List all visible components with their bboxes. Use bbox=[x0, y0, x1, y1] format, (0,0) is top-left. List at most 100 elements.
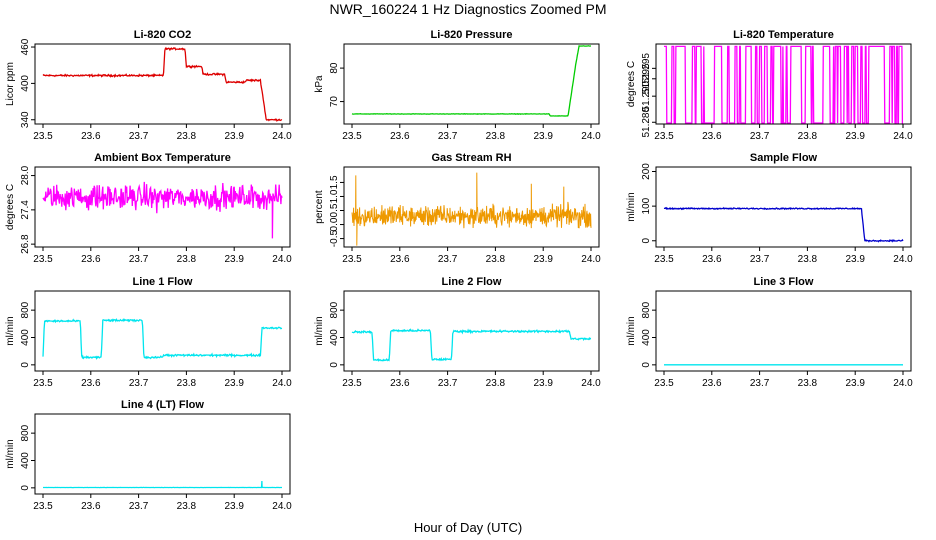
panel-line-2-flow-y-label: ml/min bbox=[314, 316, 325, 345]
panel-li-820-temperature-x-tick-label: 23.9 bbox=[845, 131, 865, 142]
panel-sample-flow: Sample Flow 23.5 23.6 23.7 23.8 23.9 24.0 0 100 2… bbox=[626, 152, 913, 265]
panel-line-2-flow-x-tick-label: 23.9 bbox=[533, 378, 553, 389]
panel-line-4-lt-flow-y-tick-label: 800 bbox=[20, 424, 31, 441]
panel-li-820-temperature-x-tick-label: 23.8 bbox=[798, 131, 818, 142]
panel-li-820-pressure-y-tick-label: 80 bbox=[329, 62, 340, 74]
panel-ambient-box-temperature-y-tick-label: 26.8 bbox=[20, 234, 31, 254]
panel-sample-flow-frame bbox=[655, 166, 912, 248]
panel-line-2-flow-y-tick-label: 0 bbox=[329, 362, 340, 368]
panel-ambient-box-temperature-y-tick-label: 27.4 bbox=[20, 200, 31, 220]
panel-line-4-lt-flow-y-label: ml/min bbox=[5, 439, 16, 468]
panel-li-820-pressure-y-tick-label: 70 bbox=[329, 96, 340, 108]
panel-line-1-flow: Line 1 Flow 23.5 23.6 23.7 23.8 23.9 24.0 0 400 8… bbox=[5, 276, 292, 389]
panel-li-820-co2-title: Li-820 CO2 bbox=[134, 29, 191, 41]
panel-line-3-flow-x-tick-label: 23.5 bbox=[654, 378, 674, 389]
panel-li-820-temperature-frame bbox=[655, 43, 912, 125]
panel-gas-stream-rh-x-tick-label: 24.0 bbox=[581, 254, 601, 265]
panel-gas-stream-rh: Gas Stream RH 23.5 23.6 23.7 23.8 23.9 24.0 -0.… bbox=[314, 152, 601, 265]
panel-li-820-co2-frame bbox=[34, 43, 291, 125]
panel-li-820-co2-x-tick-label: 23.7 bbox=[129, 131, 149, 142]
panel-line-4-lt-flow: Line 4 (LT) Flow 23.5 23.6 23.7 23.8 23.9 24.0… bbox=[5, 399, 292, 512]
panel-line-4-lt-flow-x-tick-label: 23.5 bbox=[33, 501, 53, 512]
panel-li-820-temperature-x-tick-label: 23.6 bbox=[702, 131, 722, 142]
panel-ambient-box-temperature-x-tick-label: 23.8 bbox=[177, 254, 197, 265]
panel-li-820-pressure-x-tick-label: 23.5 bbox=[342, 131, 362, 142]
panel-line-3-flow-y-tick-label: 0 bbox=[641, 362, 652, 368]
panel-sample-flow-y-tick-label: 200 bbox=[641, 163, 652, 180]
panel-line-3-flow-x-tick-label: 23.8 bbox=[798, 378, 818, 389]
panel-gas-stream-rh-y-tick-label: 0.5 bbox=[329, 203, 340, 217]
figure-x-label: Hour of Day (UTC) bbox=[414, 520, 522, 535]
panel-gas-stream-rh-y-tick-label: 1.5 bbox=[329, 175, 340, 189]
panel-gas-stream-rh-title: Gas Stream RH bbox=[431, 152, 511, 164]
panel-sample-flow-y-label: ml/min bbox=[626, 192, 637, 221]
panel-li-820-pressure-x-tick-label: 23.7 bbox=[438, 131, 458, 142]
panel-line-3-flow-title: Line 3 Flow bbox=[754, 276, 814, 288]
panel-line-1-flow-y-label: ml/min bbox=[5, 316, 16, 345]
panel-li-820-co2-x-tick-label: 23.5 bbox=[33, 131, 53, 142]
panel-li-820-temperature-y-label: degrees C bbox=[626, 61, 637, 107]
panel-line-4-lt-flow-x-tick-label: 23.6 bbox=[81, 501, 101, 512]
panel-sample-flow-x-tick-label: 23.8 bbox=[798, 254, 818, 265]
panel-line-4-lt-flow-x-tick-label: 23.8 bbox=[177, 501, 197, 512]
panel-li-820-co2-x-tick-label: 23.9 bbox=[224, 131, 244, 142]
panel-line-1-flow-x-tick-label: 23.8 bbox=[177, 378, 197, 389]
panel-li-820-temperature-x-tick-label: 23.7 bbox=[750, 131, 770, 142]
panel-line-2-flow-x-tick-label: 23.8 bbox=[486, 378, 506, 389]
panel-line-3-flow-x-tick-label: 23.7 bbox=[750, 378, 770, 389]
panel-line-3-flow-x-tick-label: 23.9 bbox=[845, 378, 865, 389]
panel-ambient-box-temperature-frame bbox=[34, 166, 291, 248]
panel-line-3-flow-y-tick-label: 400 bbox=[641, 329, 652, 346]
panel-li-820-temperature-y-tick-label: 51.280 bbox=[641, 107, 652, 138]
panel-li-820-co2-x-tick-label: 24.0 bbox=[272, 131, 292, 142]
panel-line-2-flow-series-line bbox=[351, 328, 592, 362]
panel-li-820-pressure: Li-820 Pressure 23.5 23.6 23.7 23.8 23.9 24.0 7… bbox=[314, 29, 601, 142]
panel-line-1-flow-series-line bbox=[42, 318, 283, 360]
panel-line-1-flow-x-tick-label: 23.9 bbox=[224, 378, 244, 389]
panel-sample-flow-y-tick-label: 100 bbox=[641, 197, 652, 214]
panel-gas-stream-rh-y-label: percent bbox=[314, 190, 325, 224]
panel-line-2-flow: Line 2 Flow 23.5 23.6 23.7 23.8 23.9 24.0 0 400 8… bbox=[314, 276, 601, 389]
panel-li-820-co2-x-tick-label: 23.8 bbox=[177, 131, 197, 142]
panel-ambient-box-temperature-x-tick-label: 24.0 bbox=[272, 254, 292, 265]
panel-line-1-flow-y-tick-label: 400 bbox=[20, 329, 31, 346]
panel-line-2-flow-x-tick-label: 23.7 bbox=[438, 378, 458, 389]
panel-li-820-pressure-x-tick-label: 23.9 bbox=[533, 131, 553, 142]
panel-sample-flow-x-tick-label: 23.5 bbox=[654, 254, 674, 265]
panel-line-3-flow-y-label: ml/min bbox=[626, 316, 637, 345]
panel-line-1-flow-frame bbox=[34, 290, 291, 372]
panel-line-4-lt-flow-y-tick-label: 0 bbox=[20, 485, 31, 491]
panel-li-820-pressure-series-line bbox=[351, 45, 591, 117]
panel-li-820-temperature: Li-820 Temperature 23.5 23.6 23.7 23.8 23.9 24… bbox=[626, 29, 913, 142]
panel-line-1-flow-y-tick-label: 800 bbox=[20, 301, 31, 318]
panel-line-3-flow: Line 3 Flow 23.5 23.6 23.7 23.8 23.9 24.0 0 400 8… bbox=[626, 276, 913, 389]
panel-line-2-flow-x-tick-label: 24.0 bbox=[581, 378, 601, 389]
panel-sample-flow-x-tick-label: 24.0 bbox=[893, 254, 913, 265]
panel-gas-stream-rh-x-tick-label: 23.7 bbox=[438, 254, 458, 265]
panel-line-1-flow-title: Line 1 Flow bbox=[133, 276, 193, 288]
panel-line-4-lt-flow-series-line bbox=[43, 480, 282, 489]
panel-line-1-flow-x-tick-label: 23.6 bbox=[81, 378, 101, 389]
panel-li-820-co2-y-tick-label: 400 bbox=[20, 75, 31, 92]
panel-li-820-co2-series-line bbox=[42, 46, 283, 123]
panel-li-820-pressure-x-tick-label: 23.8 bbox=[486, 131, 506, 142]
panel-ambient-box-temperature-y-label: degrees C bbox=[5, 184, 16, 230]
panel-line-2-flow-y-tick-label: 800 bbox=[329, 301, 340, 318]
panel-li-820-co2-y-tick-label: 340 bbox=[20, 111, 31, 128]
panel-li-820-co2-x-tick-label: 23.6 bbox=[81, 131, 101, 142]
panel-ambient-box-temperature: Ambient Box Temperature 23.5 23.6 23.7 23.8 2… bbox=[5, 152, 292, 265]
figure-title: NWR_160224 1 Hz Diagnostics Zoomed PM bbox=[329, 1, 606, 17]
panel-gas-stream-rh-x-tick-label: 23.5 bbox=[342, 254, 362, 265]
panel-sample-flow-y-tick-label: 0 bbox=[641, 238, 652, 244]
panel-line-2-flow-x-tick-label: 23.6 bbox=[390, 378, 410, 389]
panel-li-820-temperature-x-tick-label: 23.5 bbox=[654, 131, 674, 142]
panel-line-1-flow-x-tick-label: 23.7 bbox=[129, 378, 149, 389]
panel-li-820-pressure-x-tick-label: 23.6 bbox=[390, 131, 410, 142]
panel-line-4-lt-flow-x-tick-label: 23.9 bbox=[224, 501, 244, 512]
panel-line-2-flow-frame bbox=[343, 290, 600, 372]
panel-li-820-pressure-title: Li-820 Pressure bbox=[431, 29, 513, 41]
panel-line-4-lt-flow-x-tick-label: 23.7 bbox=[129, 501, 149, 512]
panel-gas-stream-rh-frame bbox=[343, 166, 600, 248]
panel-li-820-temperature-series-line bbox=[664, 45, 904, 124]
